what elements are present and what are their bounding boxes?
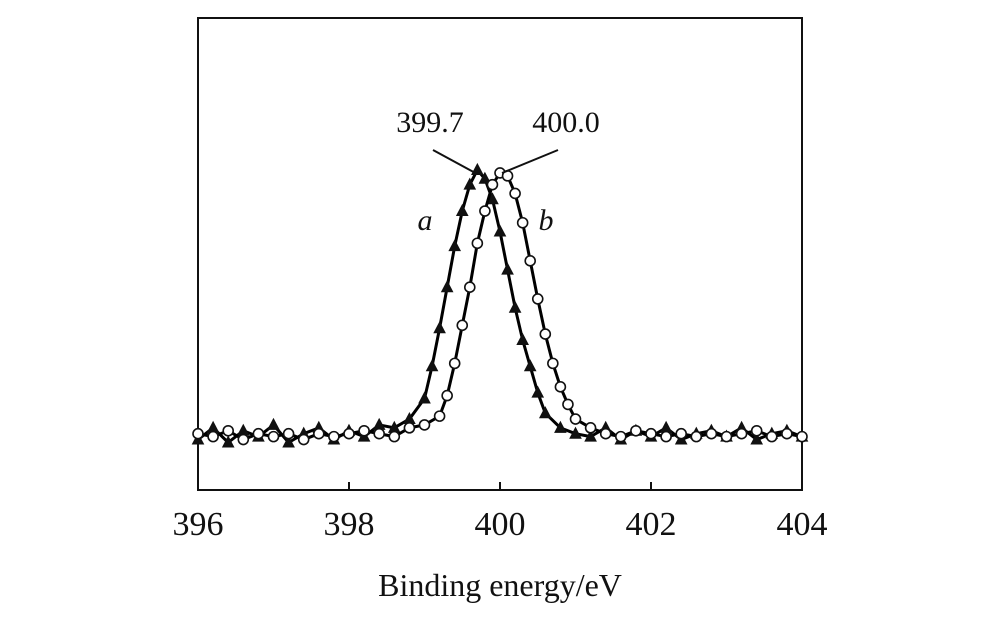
data-point (516, 216, 529, 229)
data-point (750, 432, 764, 445)
data-point (584, 422, 597, 434)
data-point (418, 391, 431, 404)
x-tick-label: 396 (173, 506, 224, 543)
data-point (328, 430, 340, 443)
data-point (192, 427, 204, 440)
data-point (614, 430, 627, 443)
x-tick-label: 404 (777, 506, 828, 543)
peak-label-b: 400.0 (532, 106, 600, 139)
plot-frame (197, 17, 803, 491)
data-point (531, 293, 544, 305)
data-point (501, 262, 514, 275)
data-point (463, 177, 477, 190)
data-point (645, 427, 657, 440)
x-axis-title: Binding energy/eV (378, 567, 622, 603)
data-point (267, 430, 280, 443)
data-point (433, 410, 446, 422)
data-point (403, 422, 416, 434)
data-point (584, 429, 597, 442)
x-tick-layer (197, 482, 803, 490)
data-point (690, 430, 703, 443)
data-point (237, 433, 250, 446)
peak-leader-line (501, 149, 559, 174)
data-point (425, 359, 439, 372)
data-point (282, 427, 295, 440)
data-point (448, 239, 462, 252)
data-point (486, 178, 499, 191)
data-point (523, 359, 537, 372)
data-point (750, 424, 763, 437)
data-point (441, 389, 453, 402)
data-point (479, 205, 491, 217)
data-point (252, 427, 265, 440)
data-point (418, 419, 431, 431)
data-point (531, 385, 545, 398)
data-point (471, 237, 484, 250)
x-tick-label: 402 (626, 506, 677, 543)
x-tick-label: 398 (324, 506, 375, 543)
data-point (312, 427, 325, 440)
data-point (765, 430, 778, 443)
data-point (508, 300, 522, 313)
data-point (222, 424, 234, 437)
data-point (455, 203, 469, 217)
annotation-layer: a b 399.7 400.0 (396, 106, 600, 237)
data-point (373, 427, 386, 440)
series-label-b: b (539, 204, 554, 237)
data-point (660, 430, 672, 443)
data-point (282, 435, 295, 448)
data-point (599, 427, 612, 440)
data-point (705, 427, 718, 440)
data-point (675, 427, 688, 440)
data-point (562, 398, 574, 411)
data-point (456, 319, 469, 332)
data-point (463, 281, 476, 294)
data-point (524, 255, 537, 267)
data-point (343, 427, 355, 440)
data-point (720, 430, 733, 443)
series-layer (191, 162, 809, 448)
data-point (781, 427, 793, 440)
data-point (538, 406, 552, 419)
data-point (297, 433, 310, 446)
data-point (554, 381, 567, 393)
data-point (796, 430, 808, 443)
data-point (630, 424, 642, 437)
data-point (493, 224, 507, 237)
data-point (358, 424, 370, 437)
data-point (221, 435, 235, 448)
data-point (735, 427, 748, 440)
series-label-a: a (418, 204, 433, 237)
data-point (516, 332, 529, 345)
series-b (192, 167, 808, 446)
data-point (569, 426, 582, 439)
data-point (267, 417, 280, 430)
data-point (547, 357, 559, 370)
data-point (509, 187, 521, 200)
data-point (440, 280, 454, 293)
data-point (554, 420, 567, 433)
data-point (478, 171, 492, 184)
x-tick-label: 400 (475, 506, 526, 543)
data-point (448, 357, 461, 370)
peak-label-a: 399.7 (396, 106, 464, 139)
data-point (569, 413, 582, 425)
data-point (539, 328, 552, 340)
data-point (388, 430, 401, 443)
data-point (207, 430, 219, 443)
peak-leader-line (432, 149, 476, 174)
data-point (433, 321, 446, 334)
x-tick-label-layer: 396 398 400 402 404 (173, 506, 828, 543)
